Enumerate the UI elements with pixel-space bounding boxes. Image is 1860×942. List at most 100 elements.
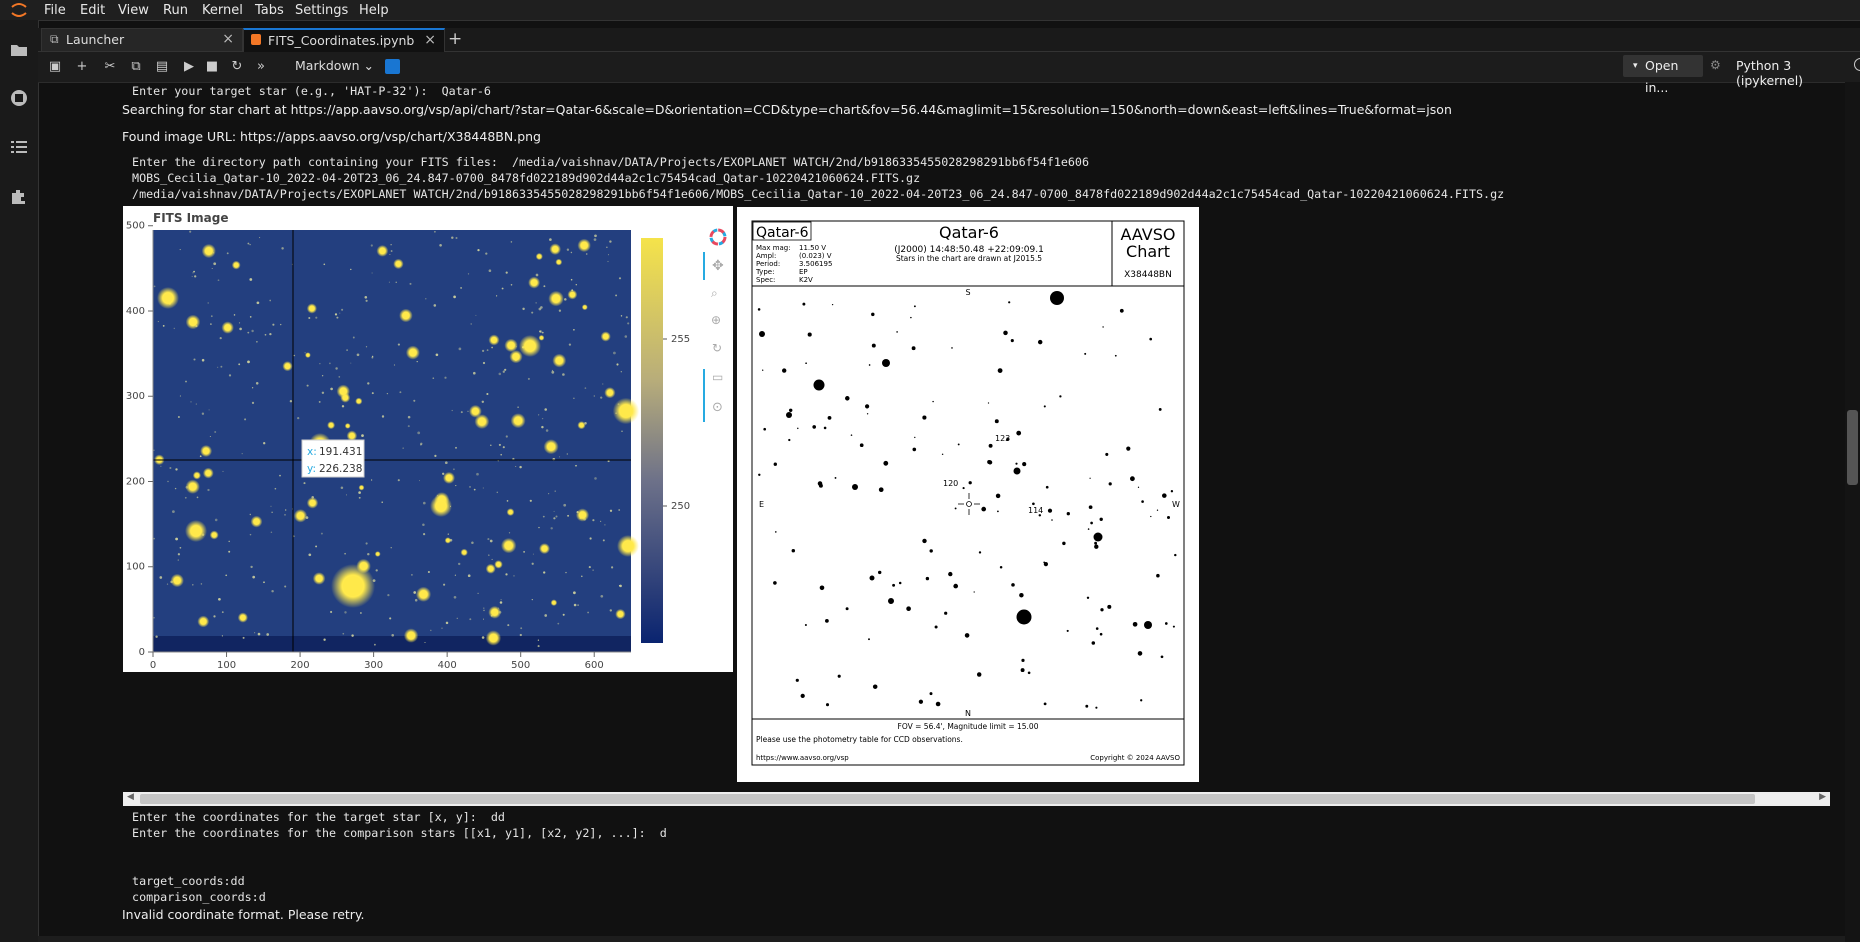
chart-star-name: Qatar-6 <box>756 225 809 241</box>
property-inspector-icon[interactable] <box>385 59 400 74</box>
noise-star <box>593 395 595 397</box>
scrollbar-thumb[interactable] <box>140 794 1755 804</box>
noise-star <box>274 487 277 490</box>
scroll-left-icon[interactable]: ◀ <box>127 792 134 802</box>
chart-star <box>1043 562 1048 567</box>
star <box>552 246 559 253</box>
cut-icon[interactable]: ✂ <box>104 59 116 74</box>
chart-star <box>935 701 941 707</box>
extension-manager-icon[interactable] <box>9 186 29 206</box>
chart-star <box>918 699 924 704</box>
hover-tool-icon[interactable]: ▭ <box>712 370 723 384</box>
scrollbar-thumb[interactable] <box>1847 410 1858 485</box>
menu-settings[interactable]: Settings <box>295 3 349 18</box>
menu-kernel[interactable]: Kernel <box>202 3 243 18</box>
jupyter-logo-icon <box>11 3 27 17</box>
paste-icon[interactable]: ▤ <box>155 59 169 74</box>
noise-star <box>293 354 296 357</box>
bright-star <box>436 501 446 511</box>
settings-gear-icon[interactable]: ⚙ <box>1710 58 1721 72</box>
noise-star <box>381 415 385 418</box>
tab-notebook[interactable]: FITS_Coordinates.ipynb × <box>243 28 445 52</box>
noise-star <box>513 575 515 577</box>
noise-star <box>457 562 461 566</box>
stop-icon[interactable]: ■ <box>205 59 219 74</box>
kernel-name[interactable]: Python 3 (ipykernel) <box>1736 58 1804 88</box>
chart-star <box>1016 430 1022 436</box>
info-value: 11.50 V <box>799 244 826 252</box>
noise-star <box>390 244 392 246</box>
menu-tabs[interactable]: Tabs <box>255 3 284 18</box>
chart-star <box>1150 515 1152 518</box>
menu-run[interactable]: Run <box>163 3 188 18</box>
noise-star <box>564 298 567 301</box>
chart-star <box>788 438 791 442</box>
wheel-zoom-icon[interactable]: ⊕ <box>711 313 721 327</box>
reset-icon[interactable]: ↻ <box>712 341 722 355</box>
copy-icon[interactable]: ⧉ <box>131 59 141 74</box>
noise-star <box>344 552 346 555</box>
save-icon[interactable]: ▣ <box>48 59 62 74</box>
close-icon[interactable]: × <box>424 32 436 48</box>
output-line: /media/vaishnav/DATA/Projects/EXOPLANET … <box>125 187 1505 201</box>
noise-star <box>519 633 522 637</box>
chart-star <box>1037 339 1043 345</box>
noise-star <box>233 314 236 316</box>
noise-star <box>482 487 484 489</box>
chart-star <box>1094 544 1099 549</box>
bokeh-logo-icon[interactable] <box>709 228 727 246</box>
crosshair-tool-icon[interactable]: ⊙ <box>712 400 723 415</box>
noise-star <box>458 347 462 351</box>
chart-star <box>1027 671 1031 675</box>
open-in-button[interactable]: ▾ Open in... <box>1623 55 1703 95</box>
tab-launcher[interactable]: ⧉ Launcher × <box>41 28 243 51</box>
noise-star <box>409 282 412 285</box>
output-horizontal-scrollbar[interactable]: ◀ ▶ <box>123 792 1830 806</box>
run-all-icon[interactable]: » <box>257 59 265 74</box>
noise-star <box>389 253 391 256</box>
noise-star <box>387 593 390 597</box>
noise-star <box>393 364 396 366</box>
star <box>541 545 548 552</box>
notebook-vertical-scrollbar[interactable] <box>1845 82 1860 942</box>
notebook-toolbar: ▣ + ✂ ⧉ ▤ ▶ ■ ↻ » Markdown ⌄ ▾ Open in...… <box>38 52 1860 95</box>
noise-star <box>592 519 595 522</box>
menu-help[interactable]: Help <box>359 3 389 18</box>
noise-star <box>370 244 373 247</box>
close-icon[interactable]: × <box>222 31 234 47</box>
noise-star <box>155 635 158 638</box>
menu-view[interactable]: View <box>118 3 149 18</box>
box-zoom-icon[interactable]: ⌕ <box>711 286 718 300</box>
running-kernels-icon[interactable] <box>9 88 29 108</box>
restart-icon[interactable]: ↻ <box>231 59 243 74</box>
noise-star <box>209 436 211 437</box>
cell-type-dropdown[interactable]: Markdown ⌄ <box>295 58 374 73</box>
chart-star <box>850 434 853 436</box>
star <box>342 395 348 401</box>
star <box>478 417 486 426</box>
noise-star <box>244 418 247 421</box>
chart-star <box>788 408 793 413</box>
pan-tool-icon[interactable]: ✥ <box>712 258 724 274</box>
add-cell-icon[interactable]: + <box>76 59 88 74</box>
run-icon[interactable]: ▶ <box>184 59 194 74</box>
menu-edit[interactable]: Edit <box>80 3 106 18</box>
folder-icon[interactable] <box>9 40 29 60</box>
noise-star <box>541 425 544 429</box>
direction-label: E <box>759 500 764 509</box>
star <box>419 590 428 599</box>
noise-star <box>600 594 604 598</box>
table-of-contents-icon[interactable] <box>9 137 29 157</box>
chart-star <box>773 462 777 466</box>
star <box>540 336 543 340</box>
noise-star <box>172 510 175 513</box>
noise-star <box>499 601 503 604</box>
menu-file[interactable]: File <box>44 3 66 18</box>
noise-star <box>532 553 534 555</box>
chart-star <box>988 443 993 448</box>
scroll-right-icon[interactable]: ▶ <box>1819 792 1826 802</box>
noise-star <box>557 622 560 625</box>
chart-star <box>1015 462 1018 465</box>
new-tab-button[interactable]: + <box>448 29 463 49</box>
noise-star <box>284 585 287 588</box>
